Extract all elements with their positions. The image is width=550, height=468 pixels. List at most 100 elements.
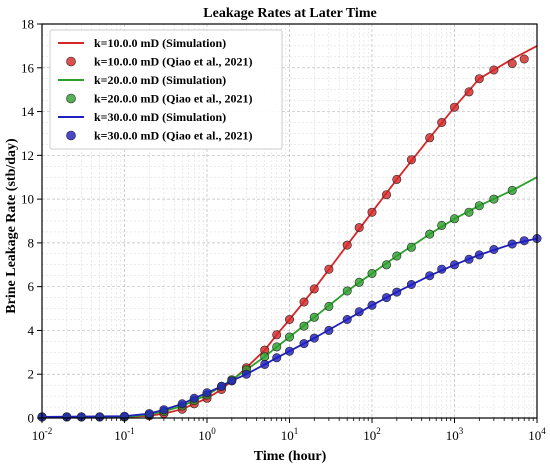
data-point (437, 118, 447, 128)
data-point (392, 251, 402, 261)
legend: k=10.0.0 mD (Simulation) k=10.0.0 mD (Qia… (49, 29, 283, 150)
legend-label: k=10.0.0 mD (Qiao et al., 2021) (94, 55, 253, 69)
data-point (406, 279, 416, 289)
data-point (381, 293, 391, 303)
data-point (144, 409, 154, 419)
data-point (202, 388, 212, 398)
data-point (299, 297, 309, 307)
data-point (406, 155, 416, 165)
data-point (425, 229, 435, 239)
data-point (95, 412, 105, 422)
data-series (37, 45, 542, 422)
data-point (272, 330, 282, 340)
legend-label: k=10.0.0 mD (Simulation) (94, 36, 226, 50)
y-tick-label: 12 (21, 148, 34, 163)
data-point (62, 412, 72, 422)
y-tick-label: 16 (21, 60, 35, 75)
data-point (392, 287, 402, 297)
data-point (489, 194, 499, 204)
data-point (309, 284, 319, 294)
legend-label: k=20.0.0 mD (Simulation) (94, 73, 226, 87)
x-tick-label: 103 (446, 426, 464, 443)
data-point (272, 342, 282, 352)
data-point (474, 250, 484, 260)
data-point (324, 301, 334, 311)
data-point (284, 346, 294, 356)
axes: 10-2 10-1 100 101 102 103 104 0 2 4 6 8 10 12 14 16 18 (21, 17, 546, 444)
data-point (367, 300, 377, 310)
chart-title: Leakage Rates at Later Time (203, 6, 376, 21)
data-point (354, 277, 364, 287)
data-point (342, 240, 352, 250)
data-point (324, 264, 334, 274)
y-tick-label: 2 (28, 367, 35, 382)
legend-label: k=30.0.0 mD (Simulation) (94, 110, 226, 124)
data-point (406, 242, 416, 252)
data-point (519, 236, 529, 246)
x-axis-label: Time (hour) (254, 449, 327, 464)
data-point (425, 133, 435, 143)
data-point (260, 359, 270, 369)
data-point (381, 190, 391, 200)
x-tick-label: 100 (198, 426, 216, 443)
legend-label: k=20.0.0 mD (Qiao et al., 2021) (94, 92, 253, 106)
data-point (324, 325, 334, 335)
y-tick-label: 10 (21, 192, 34, 207)
legend-marker-swatch (66, 130, 76, 141)
data-point (159, 405, 169, 415)
data-point (464, 254, 474, 264)
data-point (217, 381, 227, 391)
data-point (354, 307, 364, 317)
y-tick-label: 8 (28, 235, 35, 250)
y-tick-label: 4 (28, 323, 35, 338)
data-point (489, 245, 499, 255)
data-point (437, 220, 447, 230)
data-point (284, 332, 294, 342)
data-point (507, 239, 517, 249)
data-point (507, 58, 517, 68)
data-point (309, 333, 319, 343)
x-tick-label: 104 (528, 426, 546, 443)
data-point (507, 185, 517, 195)
x-tick-label: 101 (281, 426, 299, 443)
y-tick-label: 14 (21, 104, 35, 119)
data-point (227, 376, 237, 386)
x-tick-label: 102 (363, 426, 381, 443)
data-point (342, 286, 352, 296)
legend-marker-swatch (66, 56, 76, 67)
data-point (474, 201, 484, 211)
legend-marker-swatch (66, 93, 76, 104)
data-point (449, 214, 459, 224)
y-tick-label: 18 (21, 17, 34, 32)
x-tick-label: 10-1 (114, 426, 135, 443)
data-point (474, 74, 484, 84)
data-point (76, 412, 86, 422)
data-point (464, 207, 474, 217)
data-point (189, 393, 199, 403)
data-point (449, 260, 459, 270)
data-point (449, 102, 459, 112)
data-point (367, 268, 377, 278)
data-point (367, 207, 377, 217)
data-point (392, 174, 402, 184)
data-point (272, 353, 282, 363)
y-tick-label: 6 (28, 279, 35, 294)
data-point (381, 260, 391, 270)
legend-box (49, 29, 283, 150)
data-point (425, 271, 435, 281)
data-point (299, 339, 309, 349)
data-point (241, 369, 251, 379)
data-point (489, 65, 499, 75)
legend-label: k=30.0.0 mD (Qiao et al., 2021) (94, 129, 253, 143)
data-point (177, 399, 187, 409)
data-point (260, 352, 270, 362)
data-point (342, 314, 352, 324)
data-point (519, 54, 529, 64)
data-point (437, 264, 447, 274)
data-point (284, 314, 294, 324)
data-point (464, 87, 474, 97)
x-tick-label: 10-2 (32, 426, 53, 443)
data-point (299, 321, 309, 331)
data-point (354, 223, 364, 233)
